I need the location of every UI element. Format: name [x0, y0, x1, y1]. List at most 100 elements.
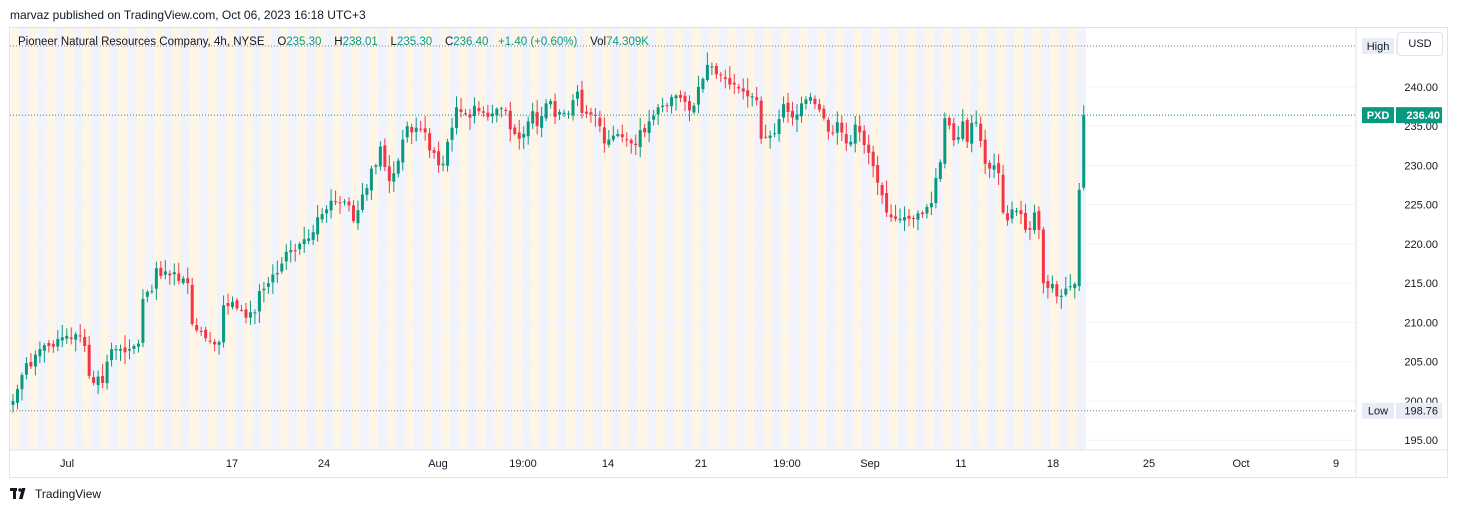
candle-body: [459, 109, 463, 113]
currency-button[interactable]: USD: [1397, 32, 1443, 56]
session-band: [1068, 28, 1073, 450]
x-tick-label: 24: [318, 458, 330, 470]
candle-body: [670, 97, 674, 107]
session-band: [525, 28, 531, 450]
candle-body: [531, 111, 535, 124]
candle-body: [432, 150, 436, 153]
candle-body: [302, 239, 306, 245]
session-band: [660, 28, 665, 450]
session-band: [364, 28, 370, 450]
session-band: [911, 28, 916, 450]
candle-body: [558, 112, 562, 115]
symbol-description: Pioneer Natural Resources Company, 4h, N…: [18, 36, 265, 48]
session-band: [333, 28, 338, 450]
candle-body: [894, 216, 898, 219]
candle-body: [584, 111, 588, 114]
candle-body: [159, 267, 163, 277]
candle-body: [1059, 295, 1063, 297]
session-band: [696, 28, 701, 450]
candle-body: [764, 136, 768, 138]
session-band: [830, 28, 836, 450]
candle-body: [1037, 210, 1041, 230]
session-band: [861, 28, 867, 450]
session-band: [427, 28, 432, 450]
candle-body: [988, 162, 992, 169]
session-band: [821, 28, 827, 450]
candle-body: [768, 135, 772, 139]
candle-body: [1023, 212, 1027, 230]
session-band: [929, 28, 934, 450]
session-band: [920, 28, 925, 450]
session-band: [1054, 28, 1060, 450]
candle-body: [750, 96, 754, 98]
candle-body: [983, 139, 987, 164]
session-band: [517, 28, 522, 450]
volume-value: 74.309K: [606, 36, 649, 48]
session-band: [651, 28, 656, 450]
session-band: [754, 28, 759, 450]
candle-body: [1010, 209, 1014, 219]
session-band: [64, 28, 69, 450]
candle-body: [947, 117, 951, 126]
candle-body: [773, 133, 777, 135]
session-band: [270, 28, 276, 450]
session-band: [391, 28, 397, 450]
session-band: [781, 28, 786, 450]
last-price-badge-bg: [1396, 107, 1442, 124]
candle-body: [589, 112, 593, 115]
session-band: [216, 28, 222, 450]
x-tick-label: Oct: [1232, 458, 1249, 470]
session-band: [127, 28, 132, 450]
candle-body: [880, 185, 884, 196]
session-band: [42, 28, 47, 450]
open-value: 235.30: [286, 36, 322, 48]
session-band: [248, 28, 253, 450]
candle-body: [446, 141, 450, 166]
candle-body: [553, 101, 557, 117]
candle-body: [307, 238, 311, 241]
candle-body: [410, 126, 414, 133]
session-band: [136, 28, 141, 450]
candle-body: [136, 343, 140, 347]
session-band: [293, 28, 298, 450]
session-band: [745, 28, 750, 450]
candle-body: [607, 139, 611, 145]
session-band: [629, 28, 634, 450]
session-band: [261, 28, 267, 450]
session-band: [682, 28, 688, 450]
session-band: [884, 28, 889, 450]
candle-body: [804, 99, 808, 104]
session-band: [1050, 28, 1055, 450]
candle-body: [145, 291, 149, 297]
candle-body: [87, 344, 91, 376]
brand[interactable]: TradingView: [10, 487, 101, 501]
x-tick-label: 19:00: [509, 458, 537, 470]
candle-body: [351, 205, 355, 222]
session-band: [673, 28, 679, 450]
candle-body: [701, 79, 705, 90]
session-band: [189, 28, 195, 450]
session-band: [225, 28, 231, 450]
candle-body: [1064, 288, 1068, 295]
session-band: [28, 28, 34, 450]
candle-body: [1055, 284, 1059, 297]
candle-body: [334, 201, 338, 203]
candle-body: [47, 343, 51, 346]
candle-body: [65, 335, 69, 339]
y-tick-label: 230.00: [1404, 160, 1438, 172]
candle-body: [226, 303, 230, 306]
session-band: [104, 28, 110, 450]
candle-body: [970, 123, 974, 144]
candle-body: [934, 177, 938, 204]
candle-body: [266, 283, 270, 287]
session-band: [593, 28, 598, 450]
low-marker-label-bg: [1362, 402, 1394, 419]
x-tick-label: 18: [1047, 458, 1059, 470]
candle-body: [414, 127, 418, 132]
session-band: [749, 28, 755, 450]
session-band: [436, 28, 441, 450]
session-band: [790, 28, 795, 450]
session-band: [718, 28, 724, 450]
session-band: [355, 28, 361, 450]
